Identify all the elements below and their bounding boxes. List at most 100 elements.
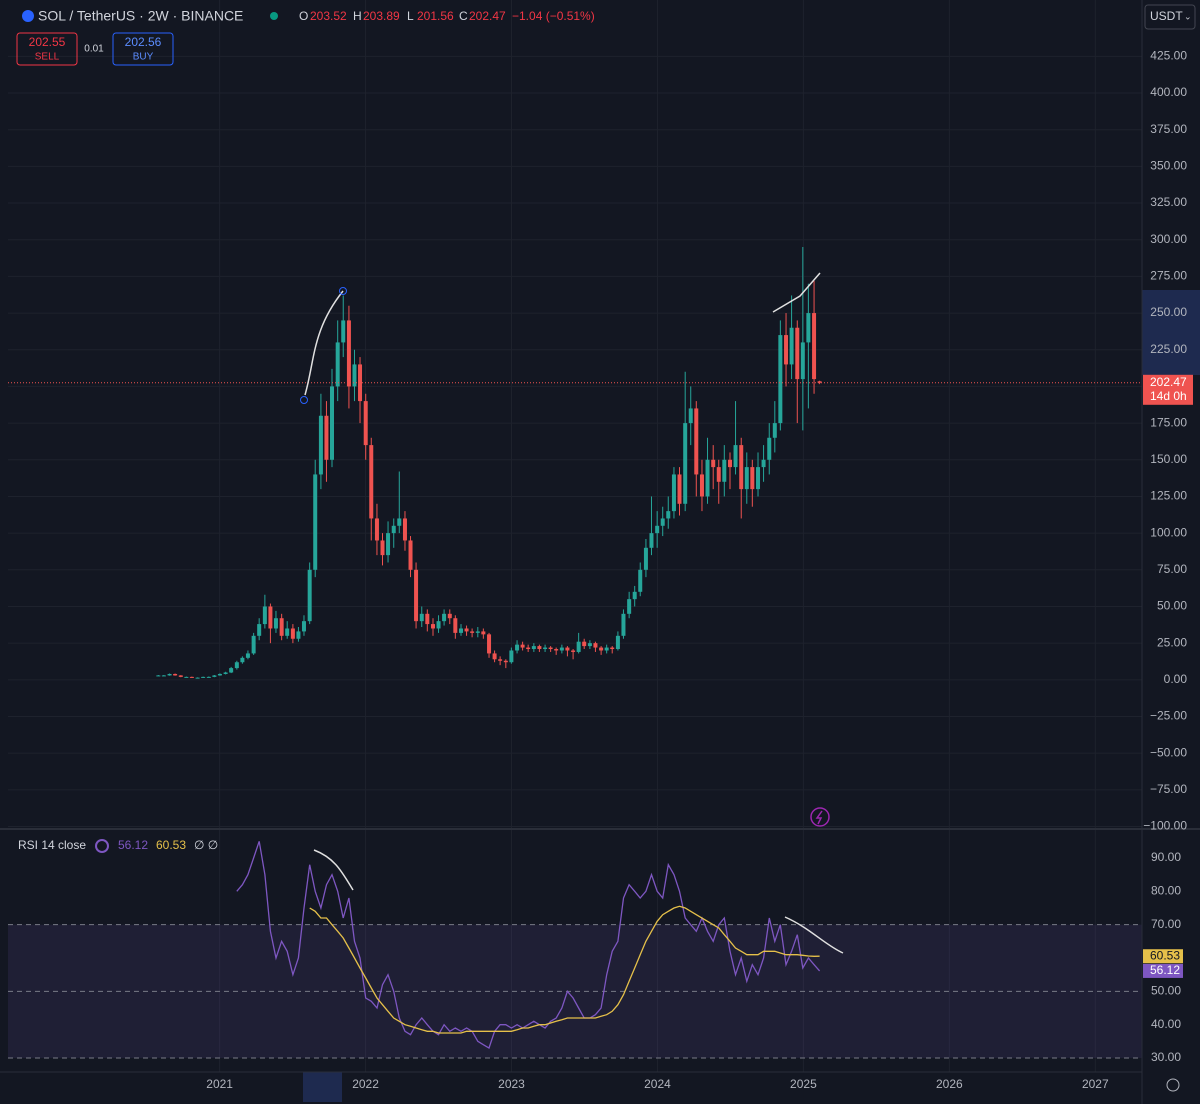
y-tick-label: 275.00 <box>1150 269 1187 283</box>
candle-body <box>509 650 514 663</box>
event-icon-bolt <box>815 810 823 825</box>
currency: USDT <box>1150 9 1183 23</box>
candle-body <box>812 313 817 380</box>
candle-body <box>643 547 648 570</box>
candle-body <box>537 646 542 650</box>
candle-body <box>380 540 385 556</box>
indicator-icon[interactable] <box>95 839 109 853</box>
drawing-line <box>772 272 821 313</box>
settings-icon[interactable] <box>1166 1078 1180 1092</box>
y-tick-label: 30.00 <box>1151 1050 1181 1064</box>
candle-body <box>167 673 172 676</box>
y-tick-label: 25.00 <box>1157 635 1187 649</box>
candle-body <box>290 628 295 639</box>
sell-price: 202.55 <box>29 35 66 49</box>
drawing-handle <box>339 287 347 295</box>
x-tick-label: 2027 <box>1082 1077 1109 1091</box>
ohlc-label: O <box>299 9 308 23</box>
buy-button[interactable] <box>112 32 174 66</box>
price-tag <box>1143 374 1193 405</box>
candle-body <box>716 467 721 482</box>
candle-body <box>464 628 469 632</box>
countdown: 14d 0h <box>1150 389 1187 403</box>
candle-body <box>705 459 710 497</box>
ohlc-value: 203.89 <box>363 9 400 23</box>
candle-body <box>688 408 693 424</box>
candle-body <box>817 381 822 383</box>
candle-body <box>699 474 704 497</box>
candle-body <box>722 459 727 482</box>
candle-body <box>419 613 424 622</box>
candle-body <box>273 618 278 629</box>
y-tick-label: 375.00 <box>1150 122 1187 136</box>
candle-body <box>318 415 323 475</box>
y-tick-label: 350.00 <box>1150 159 1187 173</box>
candle-body <box>548 647 553 650</box>
candle-body <box>744 467 749 490</box>
candle-body <box>526 647 531 650</box>
candle-body <box>268 606 273 629</box>
candle-body <box>240 657 245 663</box>
candle-body <box>599 647 604 651</box>
candle-body <box>156 675 161 677</box>
candle-body <box>296 631 301 639</box>
indicator-extra: ∅ ∅ <box>194 838 218 852</box>
candle-body <box>694 408 699 475</box>
event-icon[interactable] <box>810 807 830 827</box>
candle-body <box>806 313 811 343</box>
candle-body <box>800 342 805 380</box>
candle-body <box>184 676 189 678</box>
candle-body <box>582 641 587 647</box>
symbol[interactable]: SOL / TetherUS · 2W · BINANCE <box>38 8 243 24</box>
candle-body <box>374 518 379 541</box>
candle-body <box>576 641 581 652</box>
candle-body <box>447 613 452 619</box>
candle-body <box>229 668 234 673</box>
sell-button[interactable] <box>16 32 78 66</box>
candle-body <box>245 653 250 658</box>
candle-body <box>161 675 166 677</box>
candle-body <box>470 631 475 633</box>
y-tick-label: 325.00 <box>1150 195 1187 209</box>
drawing-line <box>313 849 354 891</box>
candle-body <box>425 613 430 625</box>
currency-button[interactable] <box>1144 4 1196 30</box>
candle-body <box>761 459 766 468</box>
candle-body <box>436 621 441 629</box>
y-tick-label: 80.00 <box>1151 884 1181 898</box>
candle-body <box>593 643 598 648</box>
x-tick-label: 2026 <box>936 1077 963 1091</box>
rsi-line <box>309 905 820 1034</box>
candle-body <box>750 467 755 490</box>
candle-body <box>414 569 419 622</box>
candle-body <box>189 676 194 678</box>
candle-body <box>784 335 789 365</box>
candle-body <box>195 677 200 679</box>
candle-body <box>453 618 458 633</box>
y-tick-label: 250.00 <box>1150 305 1187 319</box>
y-tick-label: 400.00 <box>1150 85 1187 99</box>
candle-body <box>475 631 480 633</box>
ohlc-value: 202.47 <box>469 9 506 23</box>
x-tick-label: 2023 <box>498 1077 525 1091</box>
candle-body <box>498 659 503 661</box>
market-status <box>270 12 278 20</box>
candle-body <box>666 511 671 519</box>
time-highlight <box>303 1072 342 1102</box>
x-tick-label: 2021 <box>206 1077 233 1091</box>
sell-label: SELL <box>35 52 60 63</box>
candle-body <box>178 675 183 677</box>
spread: 0.01 <box>84 44 104 55</box>
y-tick-label: 50.00 <box>1157 599 1187 613</box>
symbol-icon[interactable] <box>22 10 34 22</box>
candle-body <box>565 647 570 651</box>
candle-body <box>217 673 222 676</box>
candle-body <box>739 445 744 490</box>
candle-body <box>201 676 206 678</box>
candle-body <box>621 613 626 636</box>
candle-body <box>313 474 318 570</box>
candle-body <box>571 650 576 652</box>
candle-body <box>727 459 732 468</box>
candle-body <box>515 644 520 651</box>
